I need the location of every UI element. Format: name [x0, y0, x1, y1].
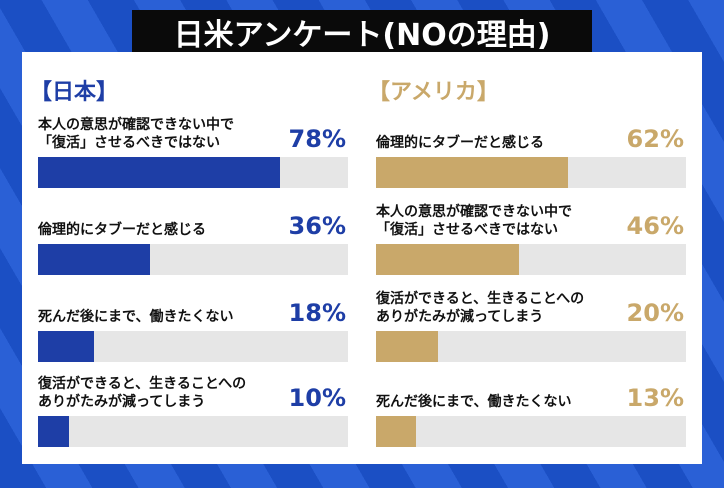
bar: [376, 244, 519, 275]
panel-title: 【日本】: [30, 80, 119, 105]
bar: [376, 157, 569, 188]
category-label: 本人の意思が確認できない中で 「復活」させるべきではない: [38, 117, 234, 151]
category-label: 死んだ後にまで、働きたくない: [38, 309, 234, 325]
bar: [376, 416, 417, 447]
value-label: 46%: [626, 212, 684, 240]
category-label: 本人の意思が確認できない中で 「復活」させるべきではない: [376, 204, 572, 238]
category-label: 復活ができると、生きることへの ありがたみが減ってしまう: [376, 291, 585, 325]
category-label: 復活ができると、生きることへの ありがたみが減ってしまう: [38, 376, 247, 410]
bar-track: [38, 416, 348, 447]
bar-track: [376, 416, 686, 447]
value-label: 36%: [288, 212, 346, 240]
bar: [38, 157, 280, 188]
panel-title: 【アメリカ】: [368, 80, 499, 105]
bar: [38, 331, 94, 362]
value-label: 18%: [288, 299, 346, 327]
value-label: 20%: [626, 299, 684, 327]
value-label: 62%: [626, 125, 684, 153]
bar: [38, 416, 69, 447]
value-label: 13%: [626, 384, 684, 412]
bar: [38, 244, 150, 275]
value-label: 78%: [288, 125, 346, 153]
bar: [376, 331, 438, 362]
value-label: 10%: [288, 384, 346, 412]
category-label: 倫理的にタブーだと感じる: [376, 135, 544, 151]
category-label: 死んだ後にまで、働きたくない: [376, 394, 572, 410]
category-label: 倫理的にタブーだと感じる: [38, 222, 206, 238]
